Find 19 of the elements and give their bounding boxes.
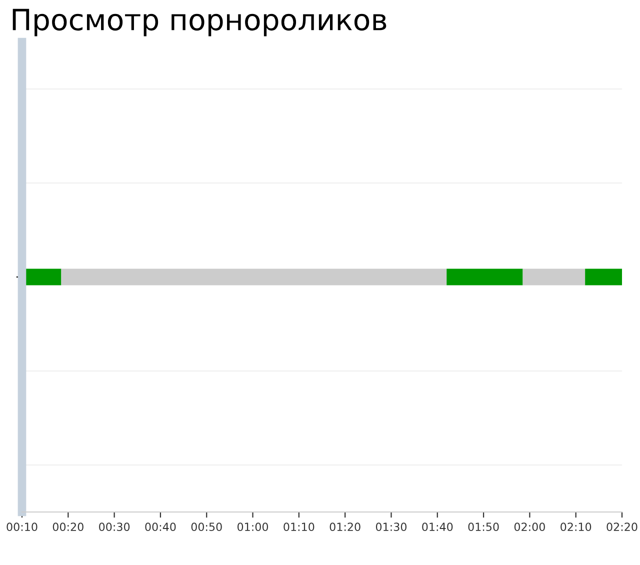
x-tick-label: 01:30 [376, 522, 407, 532]
x-tick-label: 00:10 [6, 522, 38, 532]
x-tick-label: 01:00 [237, 522, 268, 532]
x-tick-label: 01:40 [422, 522, 453, 532]
bar [446, 268, 523, 286]
x-tick-label: 00:20 [52, 522, 84, 532]
x-tick-label: 00:50 [191, 522, 222, 532]
x-tick-label: 02:10 [560, 522, 592, 532]
x-tick-label: 02:20 [606, 522, 638, 532]
bar [61, 268, 447, 286]
x-tick-label: 00:30 [99, 522, 130, 532]
x-tick-label: 02:00 [514, 522, 545, 532]
chart-title: Просмотр порнороликов [12, 8, 386, 36]
bar [585, 268, 622, 286]
x-tick-label: 01:50 [468, 522, 499, 532]
x-tick-label: 00:40 [145, 522, 176, 532]
x-tick-label: 01:10 [284, 522, 314, 532]
x-tick-label: 01:20 [330, 522, 360, 532]
bar [522, 268, 586, 286]
